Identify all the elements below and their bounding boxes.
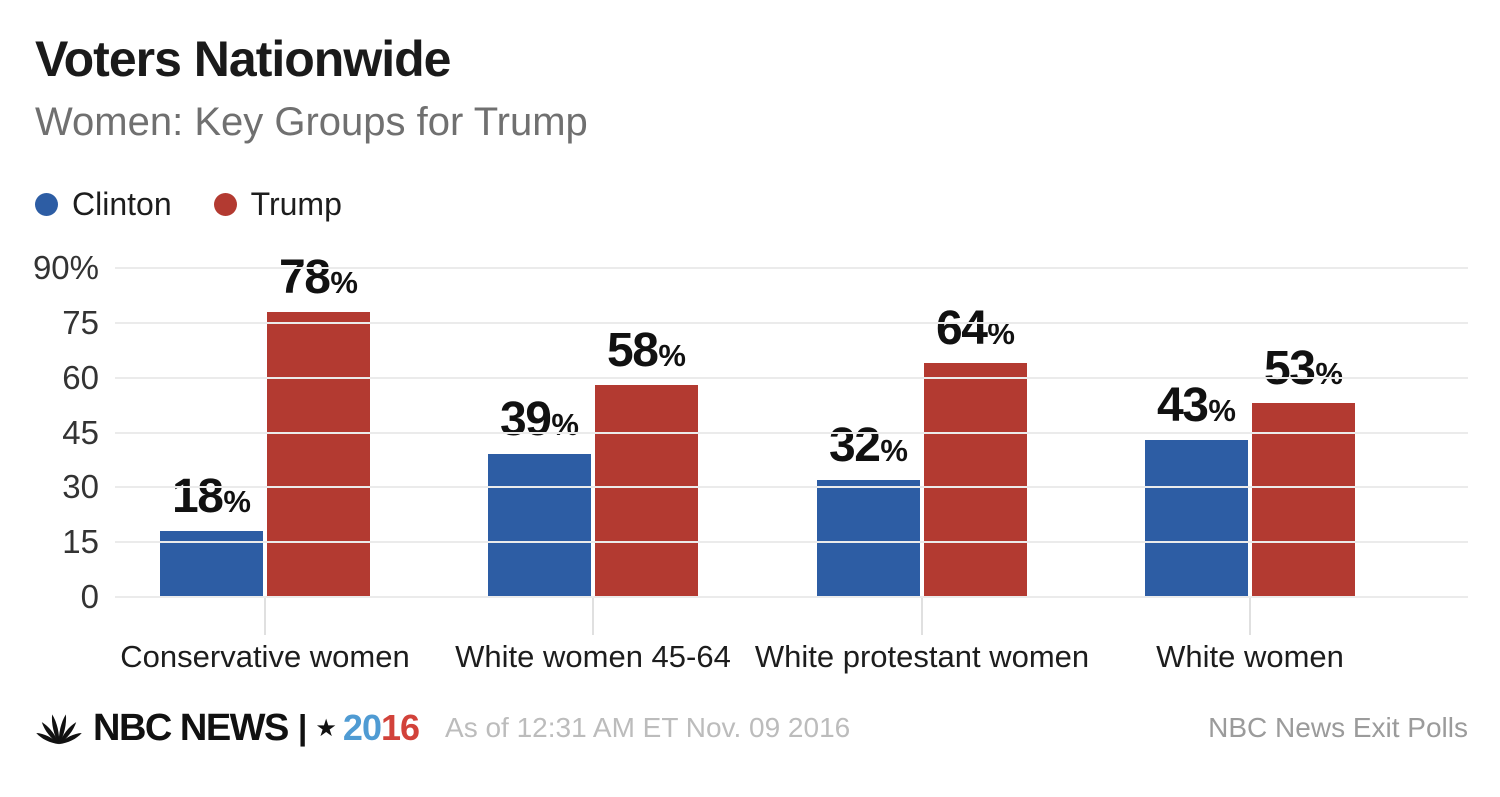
trump-bar — [267, 311, 370, 597]
trump-bar — [595, 384, 698, 597]
trump-dot-icon — [213, 193, 237, 216]
gridline — [115, 541, 1468, 544]
value-number: 58 — [607, 323, 659, 377]
value-number: 18 — [172, 470, 224, 524]
plot-area: 18% 78% Conservative women 39% 58% White… — [33, 249, 1468, 674]
percent-sign: % — [658, 337, 686, 373]
gridline — [115, 431, 1468, 434]
percent-sign: % — [880, 433, 908, 469]
percent-sign: % — [1208, 392, 1236, 428]
value-number: 53 — [1264, 342, 1316, 396]
page-title: Voters Nationwide — [35, 31, 451, 87]
clinton-dot-icon — [35, 193, 58, 216]
clinton-bar — [488, 454, 591, 597]
y-axis-label: 45 — [62, 413, 99, 451]
trump-value-label: 78% — [267, 250, 370, 304]
trump-value-label: 64% — [924, 305, 1027, 353]
category-label: Conservative women — [120, 639, 410, 674]
year-2016-logo: 2016 — [342, 707, 420, 749]
nbc-peacock-icon — [36, 714, 82, 745]
page-subtitle: Women: Key Groups for Trump — [35, 100, 588, 144]
gridline — [115, 376, 1468, 379]
value-number: 32 — [829, 419, 881, 473]
clinton-value-label: 39% — [488, 396, 591, 444]
clinton-value-label: 32% — [817, 422, 920, 470]
value-number: 64 — [936, 302, 988, 356]
bar-group-conservative-women: 18% 78% Conservative women — [120, 253, 409, 674]
clinton-value-label: 18% — [160, 473, 263, 521]
value-number: 43 — [1157, 378, 1209, 432]
category-label: White women 45-64 — [455, 639, 731, 674]
percent-sign: % — [330, 264, 358, 300]
separator-bar: | — [297, 708, 308, 747]
gridline — [115, 596, 1468, 598]
star-icon: ★ — [315, 714, 337, 742]
x-axis-tick — [921, 597, 923, 635]
gridline — [115, 486, 1468, 489]
year-red-digits: 16 — [380, 707, 420, 748]
clinton-value-label: 43% — [1145, 378, 1248, 432]
x-axis-tick — [264, 597, 266, 635]
source-credit: NBC News Exit Polls — [1208, 712, 1468, 743]
percent-sign: % — [1315, 356, 1343, 392]
footer: NBC NEWS | ★ 2016 As of 12:31 AM ET Nov.… — [35, 702, 1468, 754]
legend: Clinton Trump — [35, 186, 342, 223]
y-axis-label: 15 — [62, 523, 99, 561]
x-axis-tick — [1249, 597, 1251, 635]
legend-label-trump: Trump — [250, 186, 342, 222]
trump-value-label: 58% — [595, 323, 698, 377]
y-axis-label: 90% — [32, 249, 99, 286]
nbc-news-wordmark: NBC NEWS — [93, 706, 289, 749]
trump-value-label: 53% — [1252, 345, 1355, 393]
value-number: 78 — [279, 250, 331, 304]
timestamp: As of 12:31 AM ET Nov. 09 2016 — [445, 712, 851, 743]
year-blue-digits: 20 — [342, 707, 382, 748]
clinton-bar — [817, 480, 920, 597]
y-axis-label: 30 — [62, 468, 99, 506]
y-axis-label: 60 — [62, 358, 99, 396]
gridline — [115, 267, 1468, 269]
bar-group-white-women: 43% 53% White women — [1145, 268, 1355, 674]
value-number: 39 — [500, 393, 552, 447]
category-label: White women — [1156, 639, 1344, 674]
legend-label-clinton: Clinton — [72, 186, 172, 222]
trump-bar — [1252, 403, 1355, 597]
legend-item-trump: Trump — [213, 186, 342, 223]
trump-bar — [924, 363, 1027, 597]
percent-sign: % — [551, 407, 579, 443]
x-axis-tick — [592, 597, 594, 635]
y-axis-label: 75 — [62, 303, 99, 341]
legend-item-clinton: Clinton — [35, 186, 172, 223]
y-axis-label: 0 — [80, 578, 99, 615]
gridline — [115, 321, 1468, 324]
bar-group-white-protestant-women: 32% 64% White protestant women — [755, 268, 1089, 674]
percent-sign: % — [223, 484, 251, 520]
bar-group-white-women-45-64: 39% 58% White women 45-64 — [455, 268, 731, 674]
clinton-bar — [1145, 439, 1248, 597]
category-label: White protestant women — [754, 639, 1090, 674]
